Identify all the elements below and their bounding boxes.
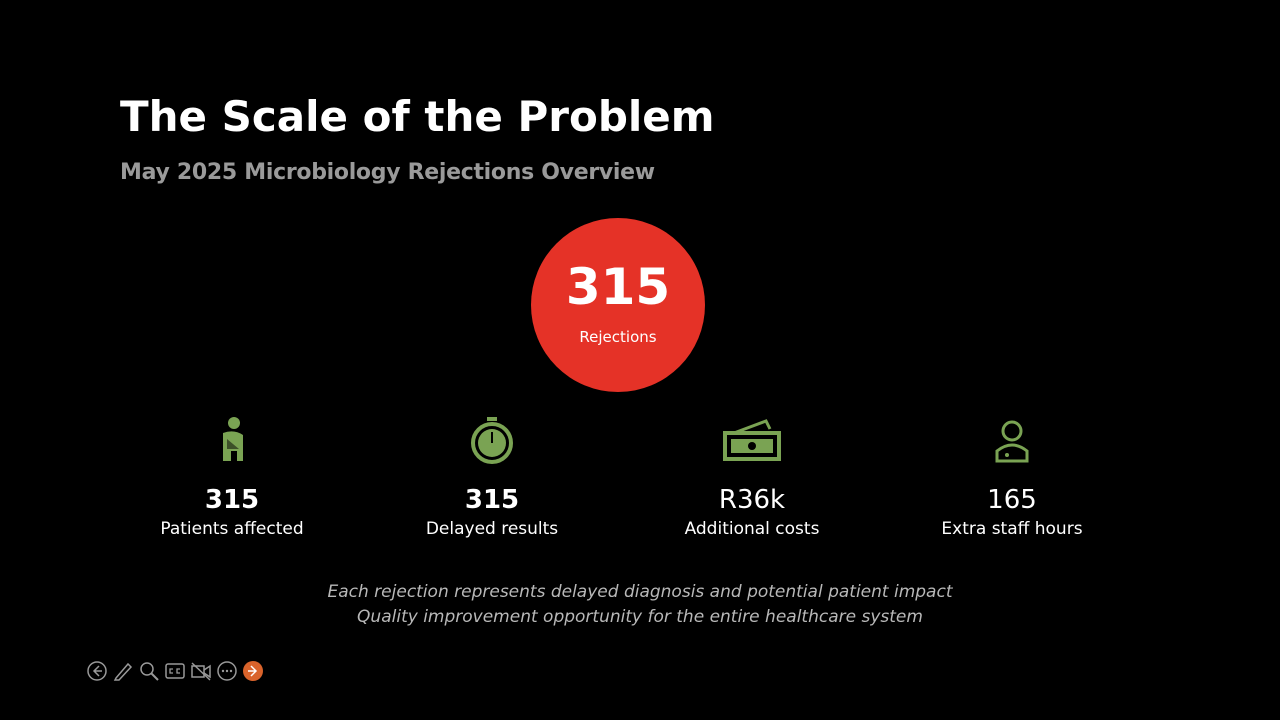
stat-label: Delayed results [425, 519, 559, 539]
money-icon [723, 419, 781, 461]
slide-subtitle: May 2025 Microbiology Rejections Overvie… [120, 160, 655, 185]
stat-label: Extra staff hours [941, 519, 1083, 539]
next-button[interactable] [242, 660, 264, 682]
stat-value: 315 [464, 485, 520, 515]
note-line: Each rejection represents delayed diagno… [327, 582, 953, 602]
zoom-button[interactable] [138, 660, 160, 682]
camera-button[interactable] [190, 660, 212, 682]
staff-icon [995, 420, 1029, 463]
stat-value: 315 [204, 485, 260, 515]
note-line: Quality improvement opportunity for the … [357, 607, 923, 627]
stat-label: Additional costs [684, 519, 820, 539]
pen-button[interactable] [112, 660, 134, 682]
slide-title: The Scale of the Problem [120, 92, 715, 141]
previous-button[interactable] [86, 660, 108, 682]
presenter-toolbar [86, 660, 264, 682]
hero-circle: 315 Rejections [531, 218, 705, 392]
patient-icon [223, 417, 243, 461]
timer-icon [471, 417, 513, 464]
stat-value: R36k [718, 485, 786, 515]
captions-button[interactable] [164, 660, 186, 682]
more-button[interactable] [216, 660, 238, 682]
stat-value: 165 [987, 485, 1037, 515]
stat-card: 315 Delayed results [372, 415, 612, 539]
stat-label: Patients affected [160, 519, 304, 539]
hero-value: 315 [565, 258, 671, 316]
stat-card: 315 Patients affected [112, 415, 352, 539]
hero-label: Rejections [579, 328, 657, 346]
stat-card: 165 Extra staff hours [892, 415, 1132, 539]
stat-card: R36k Additional costs [632, 415, 872, 539]
